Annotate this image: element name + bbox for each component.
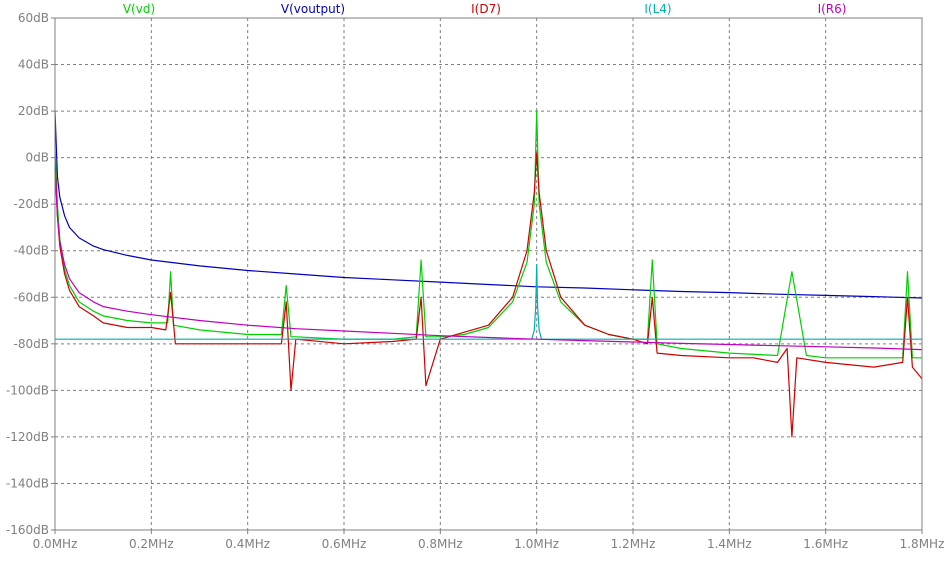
y-tick-label: -80dB bbox=[14, 337, 49, 351]
legend-entry: I(L4) bbox=[644, 2, 671, 16]
x-tick-label: 1.6MHz bbox=[803, 537, 848, 551]
x-tick-label: 1.4MHz bbox=[707, 537, 752, 551]
x-tick-label: 0.0MHz bbox=[33, 537, 78, 551]
series-line-v-voutput bbox=[54, 111, 923, 299]
series-line-i-d7 bbox=[54, 152, 923, 438]
y-tick-label: -160dB bbox=[6, 523, 49, 537]
y-tick-label: -60dB bbox=[14, 290, 49, 304]
y-tick-label: -20dB bbox=[14, 197, 49, 211]
y-tick-label: 40dB bbox=[18, 58, 49, 72]
x-tick-label: 1.2MHz bbox=[611, 537, 656, 551]
plot-grid bbox=[55, 18, 922, 530]
x-tick-label: 0.2MHz bbox=[129, 537, 174, 551]
y-tick-label: -40dB bbox=[14, 244, 49, 258]
series-line-i-r6 bbox=[54, 169, 923, 351]
y-tick-label: -120dB bbox=[6, 430, 49, 444]
legend: V(vd) V(voutput) I(D7) I(L4) I(R6) bbox=[123, 2, 847, 16]
legend-entry: I(D7) bbox=[471, 2, 501, 16]
y-tick-label: 20dB bbox=[18, 104, 49, 118]
series-line-v-vd bbox=[54, 110, 922, 359]
legend-entry: V(voutput) bbox=[281, 2, 345, 16]
y-tick-label: -100dB bbox=[6, 383, 49, 397]
legend-entry: V(vd) bbox=[123, 2, 155, 16]
plot-area bbox=[54, 110, 923, 438]
y-tick-label: 0dB bbox=[26, 151, 49, 165]
x-tick-label: 1.0MHz bbox=[514, 537, 559, 551]
series-line-i-l4 bbox=[55, 264, 922, 340]
y-tick-label: 60dB bbox=[18, 11, 49, 25]
x-tick-label: 0.4MHz bbox=[225, 537, 270, 551]
y-tick-label: -140dB bbox=[6, 476, 49, 490]
x-tick-label: 0.8MHz bbox=[418, 537, 463, 551]
x-tick-label: 1.8MHz bbox=[900, 537, 945, 551]
legend-entry: I(R6) bbox=[818, 2, 847, 16]
x-axis-ticks: 0.0MHz 0.2MHz 0.4MHz 0.6MHz 0.8MHz 1.0MHz 1.2M… bbox=[33, 530, 945, 551]
x-tick-label: 0.6MHz bbox=[322, 537, 367, 551]
plot-frame bbox=[54, 17, 923, 531]
y-axis-ticks: 60dB 40dB 20dB 0dB -20dB -40dB -60dB -80dB -100d… bbox=[6, 11, 55, 537]
